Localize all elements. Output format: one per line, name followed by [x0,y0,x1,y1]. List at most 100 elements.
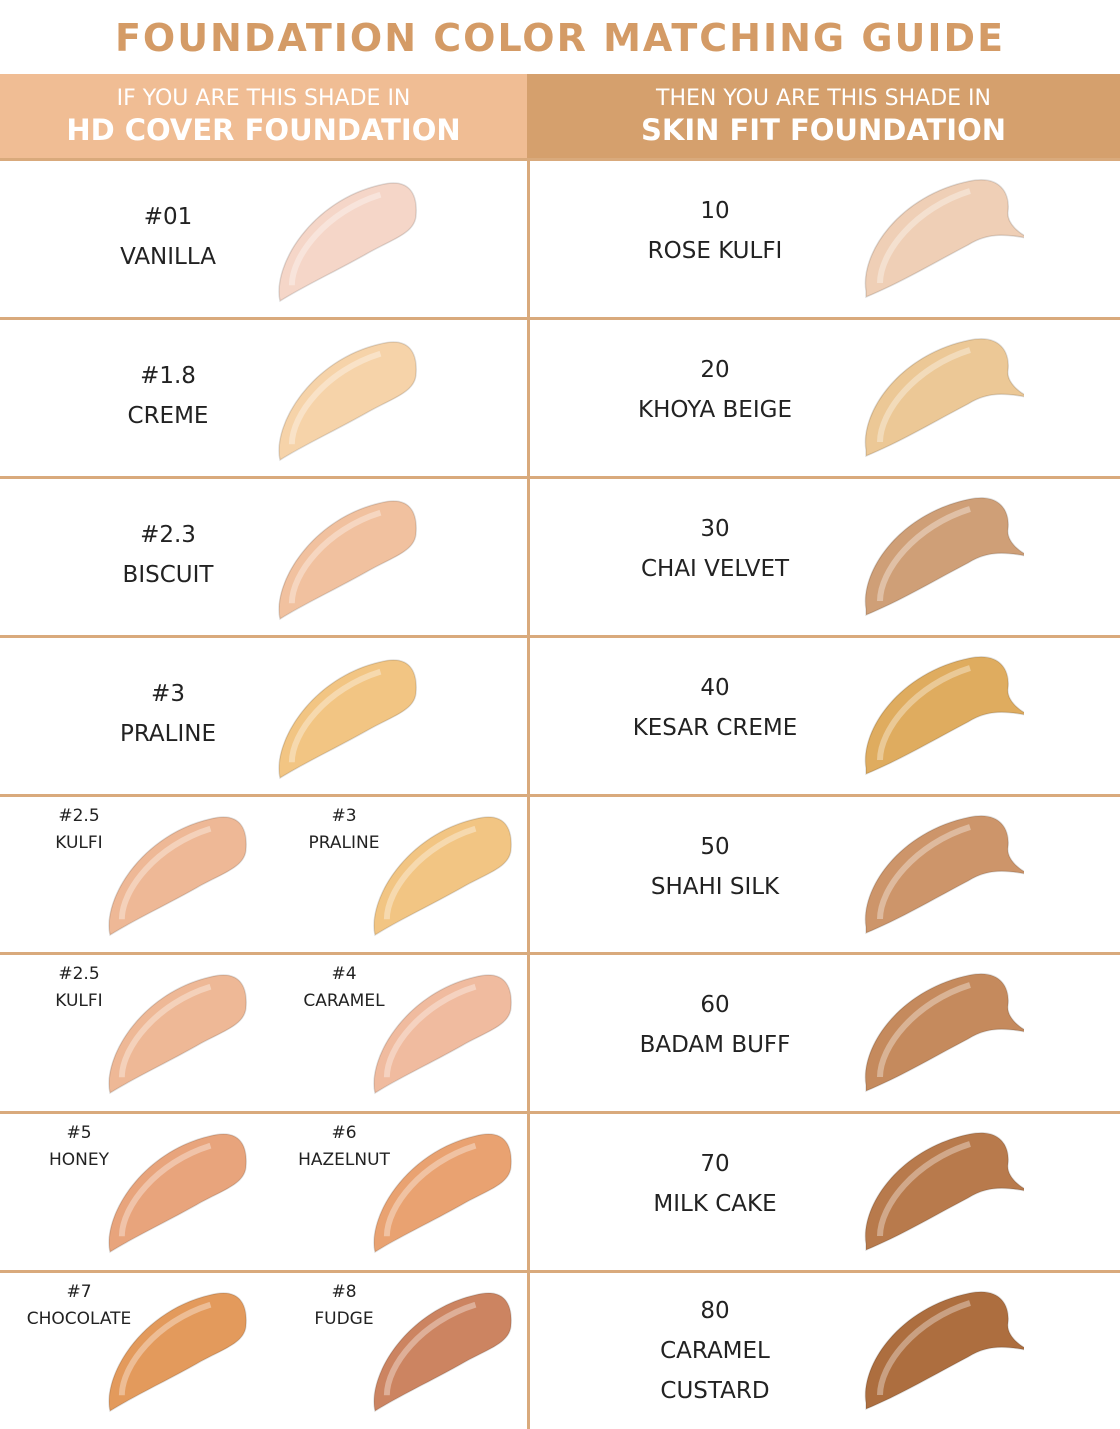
swatch [108,1292,247,1413]
swatch-shape [108,1292,247,1413]
shade-number: #2.5 [58,964,100,985]
swatch-highlight [288,668,382,763]
swatch-shape [864,1291,1024,1411]
swatch-highlight [877,982,971,1078]
shade-number: #7 [66,1282,92,1303]
swatch-highlight [288,191,382,286]
swatch-highlight [877,188,971,284]
swatch-highlight [877,505,971,601]
swatch [373,1292,512,1413]
swatch [278,182,417,303]
shade-label: 20 KHOYA BEIGE [605,350,825,430]
shade-name: CARAMEL [303,991,385,1012]
shade-label: 50 SHAHI SILK [605,827,825,907]
shade-number: #8 [331,1282,357,1303]
swatch-shape [373,815,512,936]
swatch-highlight [877,664,971,760]
shade-label: 60 BADAM BUFF [605,985,825,1065]
swatch-highlight [877,347,971,443]
swatch [864,655,1024,775]
shade-name: BISCUIT [122,561,214,588]
swatch [108,974,247,1095]
shade-name: CREME [127,402,209,429]
swatch-highlight [118,825,212,919]
shade-label: 80 CARAMEL CUSTARD [605,1291,825,1411]
row: #5 HONEY #6 HAZELNUT 70 MILK CAKE [0,1111,1120,1270]
shade-label: #4 CARAMEL [265,961,423,1015]
swatch-highlight [118,1302,212,1396]
shade-name: CARAMEL CUSTARD [660,1338,770,1405]
shade-number: #3 [331,805,357,826]
swatch-shape [278,659,417,779]
swatch-shape [278,500,417,621]
shade-name: KULFI [55,832,103,853]
shade-number: #5 [66,1123,92,1144]
shade-label: #2.5 KULFI [0,961,158,1015]
row: #1.8 CREME 20 KHOYA BEIGE [0,316,1120,476]
shade-label: 30 CHAI VELVET [605,509,825,589]
swatch-shape [864,179,1024,299]
swatch [864,814,1024,934]
swatch-shape [864,655,1024,775]
row: #3 PRALINE 40 KESAR CREME [0,634,1120,794]
shade-name: BADAM BUFF [639,1032,791,1059]
swatch-highlight [877,1300,971,1396]
shade-name: CHAI VELVET [640,555,790,582]
row: #2.3 BISCUIT 30 CHAI VELVET [0,475,1120,635]
swatch [108,1133,247,1254]
shade-number: 20 [700,356,730,383]
shade-name: PRALINE [120,720,216,747]
swatch [373,815,512,936]
swatch-highlight [118,1143,212,1237]
swatch [864,496,1024,616]
shade-number: 30 [700,515,730,542]
shade-name: HAZELNUT [298,1150,390,1171]
swatch-shape [278,182,417,303]
swatch [108,815,247,936]
shade-name: VANILLA [120,244,216,270]
shade-number: 40 [700,674,730,701]
row: #01 VANILLA 10 ROSE KULFI [0,158,1120,317]
shade-name: SHAHI SILK [650,873,780,900]
swatch [864,1132,1024,1252]
swatch-shape [864,1132,1024,1252]
shade-number: 10 [700,198,730,224]
swatch [373,1133,512,1254]
swatch-highlight [288,350,382,445]
shade-name: MILK CAKE [653,1191,777,1218]
shade-label: #6 HAZELNUT [265,1120,423,1174]
shade-name: HONEY [48,1150,109,1171]
swatch [864,1291,1024,1411]
header-left: IF YOU ARE THIS SHADE IN HD COVER FOUNDA… [0,74,527,158]
swatch [278,659,417,779]
header-line: THEN YOU ARE THIS SHADE IN [656,86,991,111]
swatch [864,179,1024,299]
swatch-highlight [383,1302,477,1396]
row: #2.5 KULFI #4 CARAMEL 60 BADAM BUFF [0,952,1120,1111]
swatch-shape [108,1133,247,1254]
title: FOUNDATION COLOR MATCHING GUIDE [114,16,1006,60]
shade-name: KHOYA BEIGE [638,396,792,423]
shade-label: #3 PRALINE [265,803,423,857]
swatch-shape [864,337,1024,457]
shade-number: #3 [151,680,185,707]
shade-number: #2.5 [58,805,100,826]
header-right: THEN YOU ARE THIS SHADE IN SKIN FIT FOUN… [527,74,1120,158]
swatch-shape [108,974,247,1095]
shade-number: #01 [143,204,193,230]
swatch-shape [864,814,1024,934]
shade-name: KESAR CREME [632,714,798,741]
shade-name: PRALINE [308,832,380,853]
swatch [278,341,417,462]
shade-number: 50 [700,833,730,860]
header-line: HD COVER FOUNDATION [66,113,461,147]
swatch [864,337,1024,457]
header-line: IF YOU ARE THIS SHADE IN [116,86,411,111]
swatch-shape [864,973,1024,1093]
shade-label: #2.5 KULFI [0,803,158,857]
shade-label: #01 VANILLA [68,197,268,277]
swatch-highlight [877,823,971,919]
shade-name: ROSE KULFI [647,238,783,264]
shade-label: 40 KESAR CREME [605,668,825,748]
